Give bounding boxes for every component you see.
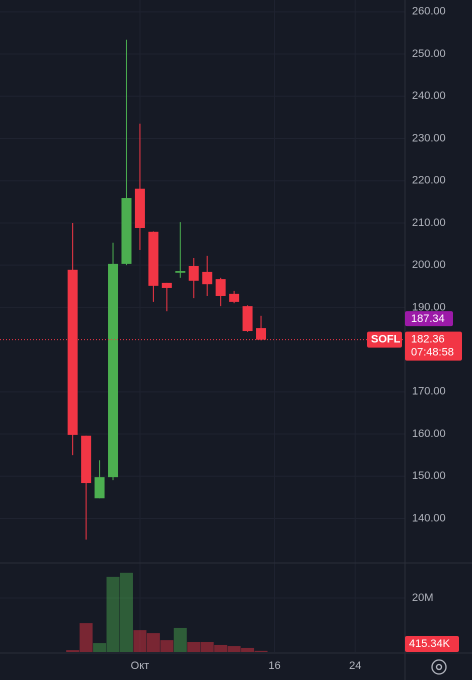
y-tick-label: 190.00 [412, 301, 446, 313]
y-tick-label: 140.00 [412, 512, 446, 524]
candle-body [256, 328, 267, 340]
symbol-badge [367, 331, 402, 348]
countdown-label: 07:48:58 [411, 347, 454, 359]
y-tick-label: 250.00 [412, 48, 446, 60]
candle-body [148, 231, 159, 286]
candle-body [81, 435, 92, 484]
volume-bar [79, 623, 93, 652]
y-tick-label: 220.00 [412, 175, 446, 187]
marker-price-badge [405, 311, 453, 327]
candle-body [161, 282, 172, 288]
gear-inner[interactable] [435, 663, 443, 671]
marks [0, 39, 405, 652]
y-tick-label: 170.00 [412, 386, 446, 398]
candle-body [67, 269, 78, 435]
y-tick-label: 230.00 [412, 132, 446, 144]
volume-bar [214, 644, 228, 652]
y-tick-label: 260.00 [412, 6, 446, 18]
volume-bar [160, 640, 174, 652]
gear-outer[interactable] [431, 659, 447, 675]
marker-price-label: 187.34 [411, 313, 445, 325]
settings-button[interactable] [431, 659, 447, 675]
volume-bar [146, 633, 160, 652]
last-price-label: 182.36 [411, 334, 445, 346]
candle-body [242, 306, 253, 332]
candle-body [202, 271, 213, 285]
volume-bar [66, 650, 80, 652]
volume-bar [133, 630, 147, 652]
volume-bar [254, 650, 268, 652]
volume-label: 415.34K [409, 638, 451, 650]
candle-body [215, 279, 226, 296]
candle-body [108, 263, 119, 478]
volume-badge [405, 636, 459, 652]
volume-bar [93, 643, 107, 652]
volume-bar [227, 646, 241, 652]
x-tick-label: 24 [349, 660, 361, 672]
y-tick-label: 210.00 [412, 217, 446, 229]
volume-bar [119, 572, 133, 652]
y-tick-label: 150.00 [412, 470, 446, 482]
volume-tick-label: 20M [412, 592, 433, 604]
labels: 140.00 150.00 160.00 170.00 190.00 200.00 210.… [131, 6, 462, 672]
symbol-label: SOFL [371, 334, 401, 346]
candle-body [94, 477, 105, 499]
last-price-badge [405, 331, 462, 361]
y-tick-label: 200.00 [412, 259, 446, 271]
volume-bar [187, 642, 201, 652]
volume-bar [241, 647, 255, 652]
y-tick-label: 240.00 [412, 90, 446, 102]
volume-bar [200, 642, 214, 652]
volume-bar [106, 576, 120, 652]
candle-body [229, 293, 240, 302]
candle-body [134, 188, 145, 229]
volume-bar [173, 627, 187, 652]
candle-body [188, 266, 199, 281]
grid [0, 0, 405, 652]
candle-body [175, 271, 186, 273]
x-tick-label: Окт [131, 660, 150, 672]
x-tick-label: 16 [268, 660, 280, 672]
y-tick-label: 160.00 [412, 428, 446, 440]
candle-body [121, 198, 132, 264]
